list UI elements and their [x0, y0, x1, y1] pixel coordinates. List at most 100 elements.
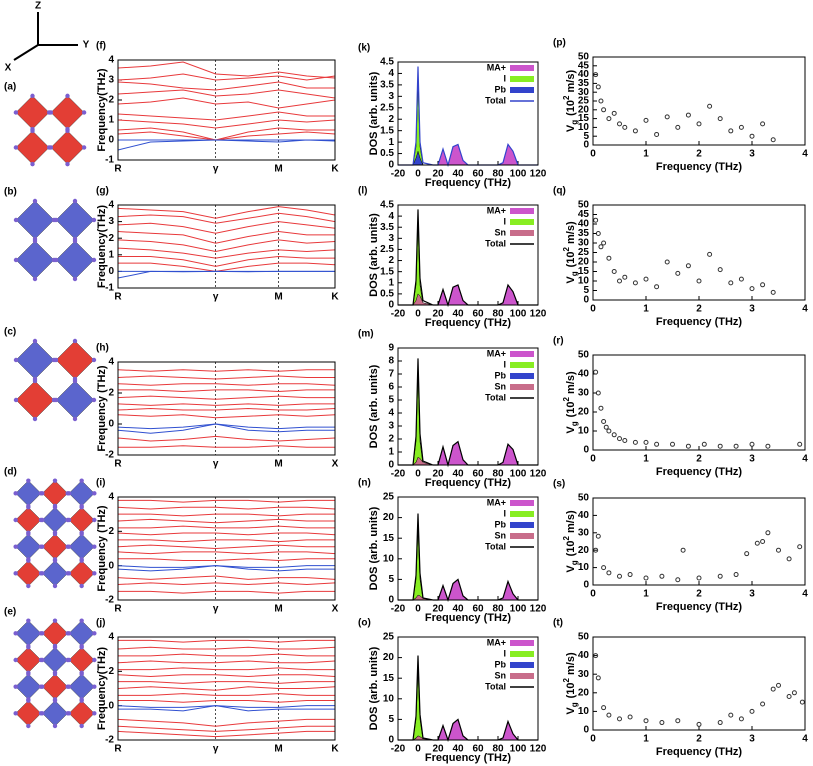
atom [40, 711, 45, 716]
y-tick-label: 2 [108, 95, 114, 106]
y-tick-label: 1 [388, 447, 394, 458]
x-axis-label: Frequency (THz) [656, 746, 743, 758]
y-tick-label: 4 [108, 492, 114, 503]
panel: (h) -2 0 2 4 R γ M X Frequency (THz) [96, 343, 339, 470]
label-part: 2 [562, 535, 571, 540]
point [680, 547, 686, 553]
y-axis-label: Vg (102 m/s) [562, 371, 579, 434]
legend-label: Pb [494, 84, 506, 94]
octahedron [15, 380, 55, 420]
x-tick-label: M [274, 459, 282, 470]
point [601, 107, 607, 113]
panel-label: (p) [553, 38, 566, 49]
legend-label: I [503, 648, 506, 658]
band [117, 565, 335, 572]
atom [53, 217, 59, 223]
y-tick-label: 45 [578, 209, 590, 220]
y-tick-label: 0 [583, 725, 589, 736]
band [117, 435, 336, 442]
octahedron [68, 620, 95, 647]
point [643, 117, 649, 123]
atom [81, 110, 87, 115]
structure-label: (b) [4, 187, 17, 198]
point [622, 124, 628, 130]
label-part: 2 [562, 677, 571, 682]
legend-swatch [510, 373, 534, 379]
plot-frame [592, 56, 806, 146]
point [643, 276, 649, 282]
band [117, 231, 335, 244]
x-tick-label: 60 [472, 604, 484, 615]
point [606, 428, 612, 434]
atom [26, 478, 31, 483]
x-tick-label: 40 [452, 744, 464, 755]
x-tick-label: 3 [749, 734, 755, 745]
y-tick-label: 45 [578, 60, 590, 71]
octahedron [15, 240, 55, 280]
x-tick-label: M [274, 292, 282, 303]
label-part: (10 [565, 682, 577, 698]
legend-swatch [510, 500, 534, 506]
structure-label: (d) [4, 467, 17, 478]
atom [32, 338, 38, 344]
x-tick-label: K [331, 744, 339, 755]
point [654, 441, 660, 447]
y-tick-label: 50 [578, 52, 590, 63]
y-tick-label: 10 [578, 426, 590, 437]
x-tick-label: 60 [472, 469, 484, 480]
octahedron [68, 533, 95, 560]
point [749, 708, 755, 714]
label-part: (10 [565, 401, 577, 417]
y-tick-label: -1 [105, 283, 114, 294]
point [654, 284, 660, 290]
y-tick-label: 0 [108, 266, 114, 277]
y-tick-label: 0 [388, 595, 394, 606]
point [617, 278, 622, 284]
label-part: g [570, 421, 579, 426]
x-tick-label: 100 [510, 469, 527, 480]
y-tick-label: 50 [578, 200, 590, 211]
atom [79, 531, 84, 537]
point [797, 544, 803, 550]
point [717, 443, 723, 449]
octahedron [15, 646, 42, 674]
point [770, 289, 776, 295]
point [664, 259, 670, 265]
x-tick-label: γ [213, 604, 219, 615]
atom [13, 571, 18, 576]
y-tick-label: -2 [105, 450, 114, 461]
legend-swatch [510, 351, 534, 357]
x-tick-label: R [114, 459, 122, 470]
y-axis-label: DOS (arb. units) [368, 213, 380, 297]
label-part: (10 [565, 251, 577, 267]
band [118, 445, 335, 448]
atom [65, 161, 70, 167]
y-tick-label: 40 [578, 219, 590, 230]
point [593, 217, 599, 223]
point [696, 575, 702, 581]
y-axis-label: DOS (arb. units) [368, 506, 380, 590]
panel: (k)00.511.522.533.544.5-20 0 20 40 60 80 100 12… [358, 43, 547, 189]
point [595, 84, 601, 90]
band [117, 660, 336, 664]
band [117, 383, 336, 386]
x-tick-label: 1 [643, 589, 649, 600]
y-tick-label: 20 [578, 687, 590, 698]
x-tick-label: 20 [432, 469, 444, 480]
y-tick-label: 2 [108, 526, 114, 537]
plot-frame [592, 497, 806, 586]
band [118, 389, 335, 392]
point [632, 280, 638, 286]
y-tick-label: 0 [583, 580, 589, 591]
legend-swatch [510, 662, 534, 668]
y-tick-label: 3 [108, 75, 114, 86]
point [728, 280, 734, 286]
x-tick-label: R [114, 164, 122, 175]
legend-swatch [510, 522, 534, 528]
x-tick-label: M [274, 164, 282, 175]
y-tick-label: 3 [388, 233, 394, 244]
atom [40, 517, 45, 523]
band [117, 686, 336, 691]
